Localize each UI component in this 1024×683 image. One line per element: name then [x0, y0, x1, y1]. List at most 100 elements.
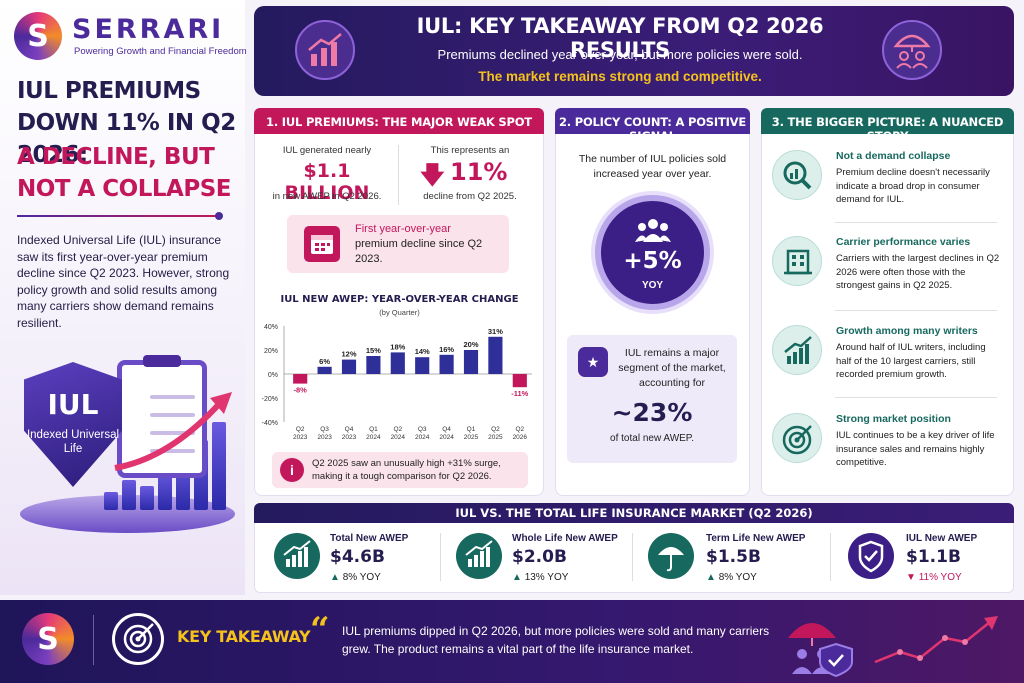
growth-arrow-icon [114, 392, 232, 471]
x-tick-label: 2024 [439, 434, 454, 441]
bar [366, 356, 381, 374]
banner-highlight: The market remains strong and competitiv… [478, 69, 762, 84]
note-text: Q2 2025 saw an unusually high +31% surge… [312, 458, 501, 482]
market-share-of: of total new AWEP. [610, 433, 694, 444]
panel1-header: 1. IUL PREMIUMS: THE MAJOR WEAK SPOT [254, 108, 544, 134]
x-tick-label: Q2 [491, 426, 500, 433]
y-tick-label: -40% [262, 420, 278, 427]
p3-item-title: Growth among many writers [836, 325, 978, 337]
serrari-logo [22, 613, 74, 665]
target-icon [112, 613, 164, 665]
divider [17, 215, 217, 217]
bar [439, 354, 454, 374]
data-label: 15% [366, 346, 381, 355]
y-tick-label: 40% [264, 324, 278, 331]
stat-label: Term Life New AWEP [706, 533, 806, 544]
x-tick-label: 2025 [464, 434, 479, 441]
data-label: 18% [390, 342, 405, 351]
growth-chart-icon [295, 20, 355, 80]
bar [317, 366, 332, 374]
key-takeaway-label: KEY TAKEAWAY [177, 627, 311, 646]
growth-chart-icon [772, 325, 822, 375]
data-label: 16% [439, 345, 454, 354]
surge-note [272, 452, 528, 488]
people-icon [635, 219, 671, 242]
bar [415, 357, 430, 374]
callout-highlight: First year-over-year [355, 223, 451, 235]
policy-count-text: The number of IUL policies sold increase… [578, 153, 727, 180]
bar [293, 374, 308, 384]
x-tick-label: Q4 [442, 426, 451, 433]
bar [463, 350, 479, 374]
shield-subtitle: Indexed Universal Life [26, 429, 120, 455]
logo-letter: S [27, 18, 49, 54]
p3-item-body: Carriers with the largest declines in Q2… [836, 253, 1000, 291]
x-tick-label: 2024 [366, 434, 381, 441]
stat-change: ▲ 8% YOY [706, 572, 757, 583]
star-badge-icon: ★ [578, 347, 608, 377]
y-tick-label: 20% [264, 348, 278, 355]
serrari-logo [14, 12, 62, 60]
calendar-icon [304, 226, 340, 262]
data-label: 20% [463, 340, 478, 349]
data-label: 14% [415, 347, 430, 356]
x-tick-label: 2024 [391, 434, 406, 441]
x-tick-label: Q2 [296, 426, 305, 433]
brand-name: SERRARI [72, 14, 225, 45]
data-label: 31% [488, 327, 503, 336]
policy-growth-value: +5% [623, 248, 682, 274]
umbrella-growth-illustration [788, 616, 998, 678]
p3-item-title: Not a demand collapse [836, 150, 951, 162]
x-tick-label: 2025 [488, 434, 503, 441]
yoy-ring [595, 195, 710, 310]
p3-item-body: Premium decline doesn't necessarily indi… [836, 167, 990, 205]
footer-takeaway [0, 600, 1024, 683]
info-icon: i [280, 458, 304, 482]
generated-label: IUL generated nearly [282, 145, 372, 156]
headline-secondary: A DECLINE, BUT NOT A COLLAPSE [17, 144, 231, 202]
banner-subtitle: Premiums declined year over year, but mo… [437, 47, 803, 62]
x-tick-label: Q3 [418, 426, 427, 433]
x-tick-label: Q4 [345, 426, 354, 433]
divider [398, 145, 399, 205]
yoy-label: YOY [641, 280, 664, 291]
stat-label: Total New AWEP [330, 533, 409, 544]
y-tick-label: 0% [268, 372, 278, 379]
stat-change: ▲ 8% YOY [330, 572, 381, 583]
panel2-header: 2. POLICY COUNT: A POSITIVE SIGNAL [555, 108, 750, 143]
growth-chart-icon [456, 533, 502, 579]
building-icon [772, 236, 822, 286]
stat-change: ▲ 13% YOY [512, 572, 569, 583]
p3-item-title: Strong market position [836, 413, 951, 425]
chart-subtitle: (by Quarter) [379, 308, 420, 317]
magnifier-chart-icon [772, 150, 822, 200]
bar [512, 374, 527, 388]
divider [93, 615, 94, 665]
new-awep-label: in new AWEP in Q2 2026. [272, 191, 382, 202]
bar [341, 359, 357, 374]
x-tick-label: 2023 [342, 434, 357, 441]
callout-text: First year-over-year premium decline sinc… [355, 222, 505, 267]
x-tick-label: 2026 [513, 434, 528, 441]
target-icon [772, 413, 822, 463]
x-tick-label: 2023 [293, 434, 308, 441]
data-label: 6% [319, 357, 330, 366]
p3-item-body: Around half of IUL writers, including ha… [836, 342, 986, 380]
x-tick-label: Q2 [393, 426, 402, 433]
market-header: IUL VS. THE TOTAL LIFE INSURANCE MARKET … [254, 503, 1014, 523]
p3-item-title: Carrier performance varies [836, 236, 971, 248]
clipboard-icon [117, 360, 207, 478]
panel-iul-premiums [254, 108, 544, 496]
shield-check-icon [848, 533, 894, 579]
decline-percent: 11% [450, 158, 508, 186]
awep-bar-chart: 40%20%0%-20%-40%-8%Q220236%Q3202312%Q420… [262, 324, 532, 441]
umbrella-family-icon [882, 20, 942, 80]
stat-value: $1.5B [706, 547, 761, 567]
decline-from-label: decline from Q2 2025. [423, 191, 517, 202]
x-tick-label: Q1 [467, 426, 476, 433]
key-takeaway-text: IUL premiums dipped in Q2 2026, but more… [342, 624, 770, 656]
stat-label: Whole Life New AWEP [512, 533, 618, 544]
x-tick-label: Q1 [369, 426, 378, 433]
bar [488, 336, 503, 374]
quote-icon: “ [310, 610, 330, 650]
